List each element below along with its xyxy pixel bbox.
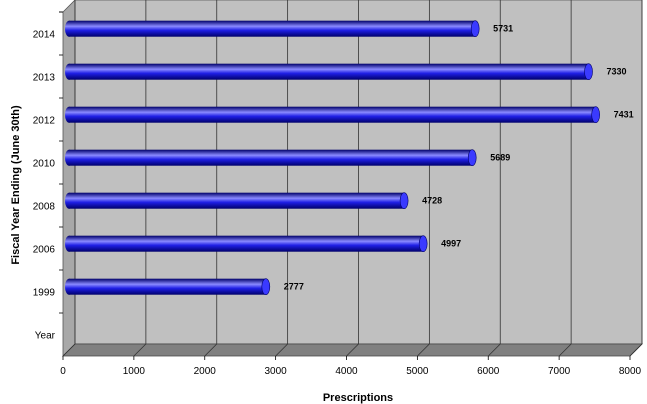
bar-2010: 5689 <box>65 149 510 166</box>
x-tick-label: 1000 <box>123 366 146 377</box>
bar-body <box>69 235 424 252</box>
bar-body <box>69 278 266 295</box>
bar-base-cap <box>65 106 73 123</box>
floor-gridline <box>629 343 643 357</box>
y-axis-title: Fiscal Year Ending (June 30th) <box>10 105 22 265</box>
x-tick-label: 8000 <box>619 366 642 377</box>
bar-base-cap <box>65 63 73 80</box>
bar-end-cap <box>467 149 477 166</box>
data-label: 4997 <box>441 239 461 249</box>
floor-gridline <box>62 343 76 357</box>
x-axis-ticks: 0 1000 2000 3000 4000 5000 6000 7000 8000 <box>60 356 642 377</box>
bar-base-cap <box>65 149 73 166</box>
x-tick-label: 4000 <box>335 366 358 377</box>
bar-end-cap <box>399 192 409 209</box>
x-axis-title: Prescriptions <box>323 392 393 404</box>
data-label: 5689 <box>490 153 510 163</box>
bar-1999: 2777 <box>65 278 304 296</box>
bar-end-cap <box>584 63 593 80</box>
bar-end-cap <box>470 20 480 38</box>
y-tick-label: 2010 <box>33 159 56 170</box>
plot-area <box>62 0 643 357</box>
floor-gridline <box>204 343 218 357</box>
floor-gridline <box>487 343 501 357</box>
data-label: 2777 <box>284 282 304 292</box>
bar-2006: 4997 <box>65 235 461 252</box>
x-tick-label: 5000 <box>406 366 429 377</box>
y-tick-label: 2008 <box>33 202 56 213</box>
bar-base-cap <box>65 192 73 209</box>
x-tick-label: 0 <box>60 366 66 377</box>
floor-gridline <box>558 343 572 357</box>
bar-end-cap <box>261 278 271 296</box>
bar-base-cap <box>65 235 73 252</box>
data-label: 7330 <box>606 67 626 77</box>
bar-body <box>69 63 589 80</box>
y-tick-label: 2012 <box>33 116 56 127</box>
bar-body <box>69 106 596 123</box>
gridlines <box>62 0 643 357</box>
y-tick-label: 2013 <box>33 73 56 84</box>
bar-end-cap <box>591 106 600 123</box>
x-tick-label: 3000 <box>265 366 288 377</box>
y-tick-label: 2006 <box>33 245 56 256</box>
bar-2014: 5731 <box>65 20 513 38</box>
y-tick-label: 2014 <box>33 30 56 41</box>
bars: 2777 4997 4728 5689 7431 7330 5731 <box>65 20 634 296</box>
bar-body <box>69 20 476 37</box>
bar-2012: 7431 <box>65 106 634 123</box>
side-wall <box>62 0 76 357</box>
floor-gridline <box>346 343 359 357</box>
bar-2013: 7330 <box>65 63 627 80</box>
y-axis-ticks: Year 1999 2006 2008 2010 2012 2013 2014 <box>33 11 63 342</box>
data-label: 5731 <box>493 24 513 34</box>
bar-base-cap <box>65 278 73 295</box>
floor-gridline <box>417 343 430 357</box>
bar-body <box>69 192 405 209</box>
bar-base-cap <box>65 20 73 37</box>
bar-2008: 4728 <box>65 192 442 209</box>
bar-body <box>69 149 473 166</box>
x-tick-label: 7000 <box>548 366 571 377</box>
floor-gridline <box>275 343 288 357</box>
bar-end-cap <box>418 235 428 252</box>
floor-gridline <box>133 343 147 357</box>
y-tick-label: 1999 <box>33 288 56 299</box>
x-tick-label: 2000 <box>194 366 217 377</box>
x-tick-label: 6000 <box>477 366 500 377</box>
data-label: 7431 <box>614 110 634 120</box>
data-label: 4728 <box>422 196 442 206</box>
y-tick-label: Year <box>35 331 56 342</box>
